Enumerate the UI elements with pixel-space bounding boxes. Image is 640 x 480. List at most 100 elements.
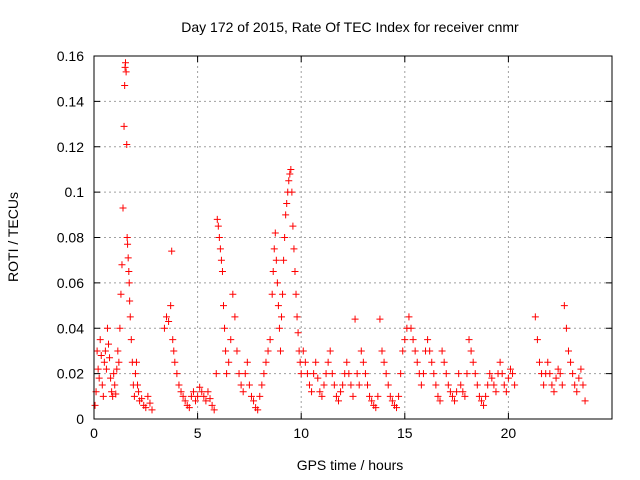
data-point — [119, 204, 127, 212]
data-point — [579, 381, 587, 389]
data-point — [96, 336, 104, 344]
data-point — [121, 59, 129, 67]
data-point — [262, 358, 270, 366]
data-point — [334, 397, 342, 405]
data-point — [492, 388, 500, 396]
data-point — [428, 358, 436, 366]
data-point — [127, 336, 135, 344]
data-point — [126, 297, 134, 305]
y-tick-label: 0.14 — [57, 93, 84, 109]
data-point — [440, 358, 448, 366]
data-point — [286, 170, 294, 178]
data-point — [453, 388, 461, 396]
data-point — [181, 397, 189, 405]
data-point — [283, 199, 291, 207]
data-point — [419, 370, 427, 378]
data-point — [126, 313, 134, 321]
y-tick-labels: 0 0.02 0.04 0.06 0.08 0.1 0.12 0.14 0.16 — [57, 48, 84, 427]
data-point — [426, 347, 434, 355]
data-point — [571, 381, 579, 389]
data-point — [310, 370, 318, 378]
data-point — [393, 404, 401, 412]
data-point — [198, 388, 206, 396]
data-point — [125, 268, 133, 276]
data-point — [247, 392, 255, 400]
data-point — [278, 313, 286, 321]
data-point — [550, 388, 558, 396]
data-point — [500, 381, 508, 389]
data-point — [235, 370, 243, 378]
data-point — [562, 324, 570, 332]
data-point — [99, 392, 107, 400]
data-point — [102, 365, 110, 373]
data-point — [275, 324, 283, 332]
data-point — [210, 406, 218, 414]
data-point — [459, 388, 467, 396]
data-point — [573, 388, 581, 396]
data-point — [484, 381, 492, 389]
data-point — [122, 68, 130, 76]
data-point — [165, 317, 173, 325]
data-point — [285, 177, 293, 185]
data-point — [502, 388, 510, 396]
data-point — [471, 370, 479, 378]
data-point — [160, 324, 168, 332]
data-point — [288, 188, 296, 196]
data-point — [556, 370, 564, 378]
data-point — [256, 392, 264, 400]
data-points — [91, 59, 589, 414]
data-point — [506, 365, 514, 373]
data-point — [461, 392, 469, 400]
data-point — [144, 392, 152, 400]
data-point — [138, 395, 146, 403]
data-point — [110, 370, 118, 378]
y-tick-label: 0.04 — [57, 320, 84, 336]
data-point — [407, 324, 415, 332]
data-point — [125, 279, 133, 287]
data-point — [169, 336, 177, 344]
data-point — [120, 122, 128, 130]
data-point — [272, 256, 280, 264]
data-point — [130, 392, 138, 400]
data-point — [179, 392, 187, 400]
data-point — [546, 370, 554, 378]
data-point — [279, 290, 287, 298]
data-point — [97, 351, 105, 359]
data-point — [467, 347, 475, 355]
data-point — [560, 302, 568, 310]
data-point — [451, 397, 459, 405]
data-point — [173, 370, 181, 378]
data-point — [266, 336, 274, 344]
data-point — [269, 268, 277, 276]
data-point — [535, 358, 543, 366]
data-point — [200, 392, 208, 400]
data-point — [353, 370, 361, 378]
data-point — [413, 358, 421, 366]
y-tick-label: 0.1 — [65, 184, 85, 200]
x-tick-label: 15 — [397, 425, 413, 441]
data-point — [465, 336, 473, 344]
data-point — [312, 358, 320, 366]
data-point — [442, 370, 450, 378]
data-point — [114, 347, 122, 355]
data-point — [436, 397, 444, 405]
data-point — [292, 290, 300, 298]
data-point — [372, 404, 380, 412]
data-point — [101, 347, 109, 355]
data-point — [131, 370, 139, 378]
data-point — [409, 336, 417, 344]
x-tick-label: 20 — [501, 425, 517, 441]
data-point — [564, 347, 572, 355]
data-point — [146, 399, 154, 407]
data-point — [301, 358, 309, 366]
data-point — [359, 358, 367, 366]
data-point — [208, 401, 216, 409]
data-point — [177, 388, 185, 396]
data-point — [108, 388, 116, 396]
data-point — [322, 370, 330, 378]
data-point — [424, 336, 432, 344]
data-point — [332, 392, 340, 400]
data-point — [204, 388, 212, 396]
data-point — [303, 370, 311, 378]
data-point — [241, 370, 249, 378]
